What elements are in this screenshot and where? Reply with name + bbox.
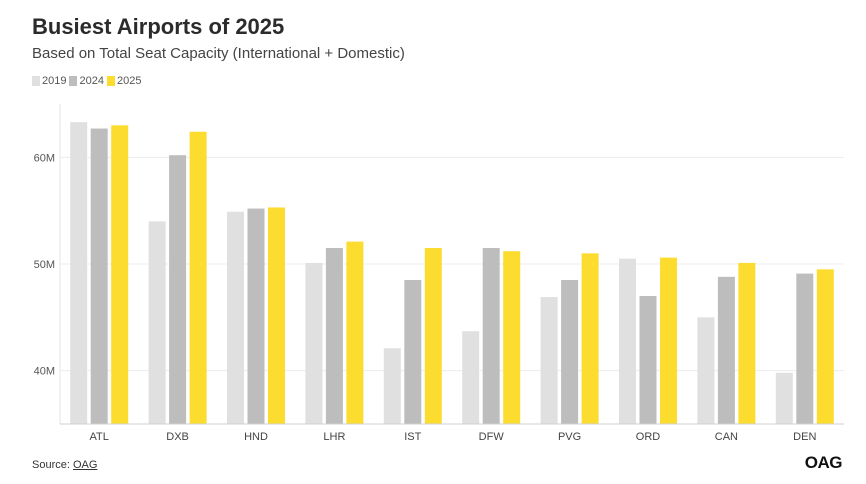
bar-dxb-2019 bbox=[148, 221, 166, 424]
bar-atl-2019 bbox=[70, 122, 88, 424]
bar-den-2024 bbox=[796, 273, 814, 424]
bar-lhr-2025 bbox=[346, 241, 364, 424]
x-tick-label: PVG bbox=[558, 431, 581, 443]
legend-swatch-2025 bbox=[106, 76, 115, 86]
chart-subtitle: Based on Total Seat Capacity (Internatio… bbox=[32, 45, 405, 62]
y-tick-label: 60M bbox=[34, 152, 55, 164]
x-tick-label: LHR bbox=[323, 431, 345, 443]
chart-title: Busiest Airports of 2025 bbox=[32, 14, 285, 39]
legend-label-2019: 2019 bbox=[42, 75, 67, 87]
bar-can-2025 bbox=[738, 262, 756, 424]
bar-pvg-2024 bbox=[561, 280, 579, 424]
bar-dxb-2024 bbox=[169, 155, 187, 424]
x-tick-label: IST bbox=[404, 431, 421, 443]
x-tick-label: DXB bbox=[166, 431, 189, 443]
bar-atl-2025 bbox=[111, 125, 129, 424]
bar-atl-2024 bbox=[90, 128, 108, 425]
y-tick-label: 40M bbox=[34, 366, 55, 378]
legend-item-2025: 2025 bbox=[106, 75, 142, 87]
bar-ist-2024 bbox=[404, 280, 422, 424]
bar-ist-2019 bbox=[383, 348, 401, 424]
bar-hnd-2024 bbox=[247, 208, 265, 424]
bar-hnd-2019 bbox=[227, 211, 244, 424]
bar-dxb-2025 bbox=[189, 131, 207, 424]
bar-pvg-2025 bbox=[581, 253, 599, 424]
bar-den-2025 bbox=[816, 269, 834, 424]
x-tick-label: ATL bbox=[90, 431, 109, 443]
bar-lhr-2019 bbox=[305, 262, 323, 424]
oag-logo: OAG bbox=[804, 453, 843, 472]
legend-label-2024: 2024 bbox=[79, 75, 104, 87]
bar-can-2024 bbox=[717, 276, 735, 424]
bar-hnd-2025 bbox=[268, 207, 285, 424]
legend-item-2024: 2024 bbox=[69, 75, 104, 87]
source-note: Source: OAG bbox=[32, 459, 97, 471]
source-link[interactable]: OAG bbox=[72, 459, 98, 471]
y-tick-label: 50M bbox=[34, 259, 55, 271]
legend: 2019 2024 2025 bbox=[32, 75, 144, 87]
legend-swatch-2024 bbox=[69, 76, 78, 86]
bar-den-2019 bbox=[775, 372, 793, 424]
bar-dfw-2025 bbox=[503, 251, 521, 424]
source-prefix: Source: bbox=[32, 459, 70, 471]
x-tick-label: ORD bbox=[636, 431, 661, 443]
bar-dfw-2019 bbox=[462, 331, 480, 424]
bar-dfw-2024 bbox=[482, 248, 500, 424]
legend-item-2019: 2019 bbox=[32, 75, 66, 87]
bar-ord-2019 bbox=[619, 258, 636, 424]
x-tick-label: HND bbox=[244, 431, 268, 443]
bar-lhr-2024 bbox=[325, 248, 343, 424]
bar-ord-2024 bbox=[639, 296, 657, 424]
bar-can-2019 bbox=[697, 317, 715, 424]
bar-ist-2025 bbox=[424, 248, 442, 424]
legend-label-2025: 2025 bbox=[116, 75, 142, 87]
bar-pvg-2019 bbox=[540, 297, 558, 424]
legend-swatch-2019 bbox=[32, 76, 40, 86]
x-tick-label: DEN bbox=[793, 431, 816, 443]
x-tick-label: CAN bbox=[715, 431, 738, 443]
x-tick-label: DFW bbox=[479, 431, 505, 443]
bar-ord-2025 bbox=[660, 257, 677, 424]
